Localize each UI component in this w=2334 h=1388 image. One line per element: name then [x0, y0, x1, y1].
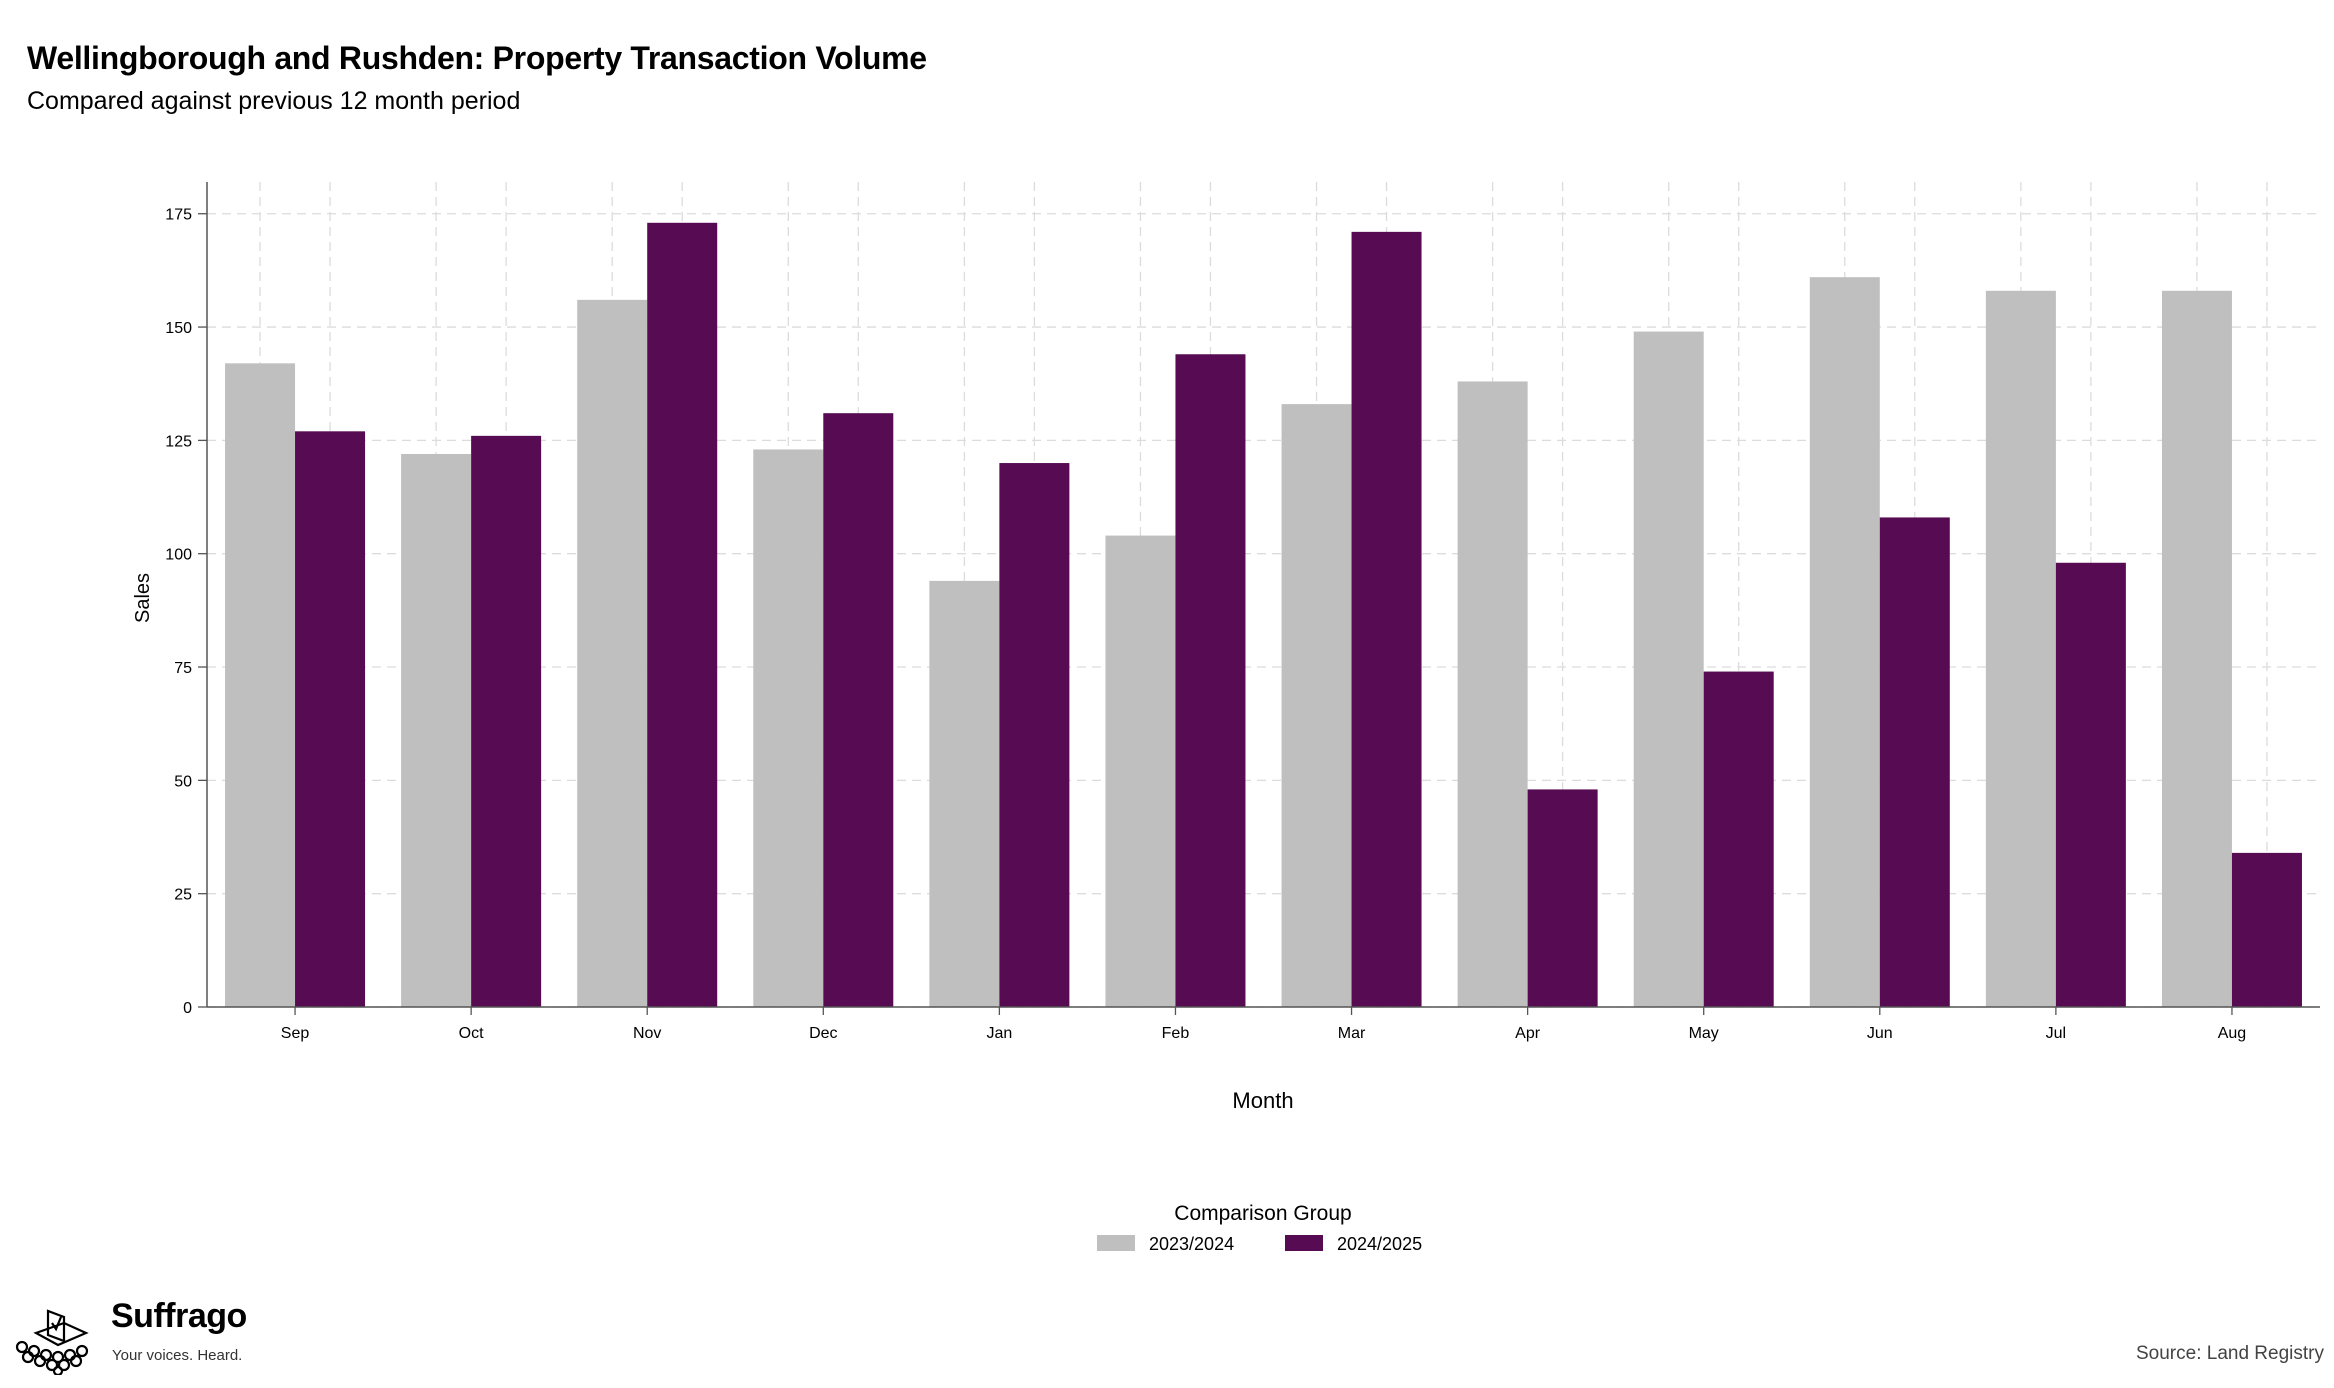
x-tick-label: Jun — [1867, 1025, 1893, 1042]
bar-2024-2025-nov — [647, 222, 718, 1008]
logo-tagline: Your voices. Heard. — [112, 1347, 243, 1364]
chart-title: Wellingborough and Rushden: Property Tra… — [27, 40, 927, 76]
bar-2023-2024-aug — [2161, 290, 2232, 1007]
x-tick-label: Sep — [281, 1025, 310, 1042]
bar-2023-2024-jul — [1985, 290, 2056, 1007]
y-tick-label: 75 — [174, 660, 192, 677]
legend: Comparison Group 2023/2024 2024/2025 — [1097, 1202, 1422, 1254]
x-tick-label: Feb — [1162, 1025, 1190, 1042]
x-tick-label: Nov — [633, 1025, 661, 1042]
bar-2024-2025-may — [1703, 671, 1774, 1007]
y-axis-label: Sales — [132, 573, 154, 623]
x-tick-label: Dec — [809, 1025, 837, 1042]
bar-2024-2025-jun — [1879, 517, 1950, 1007]
y-tick-label: 25 — [174, 887, 192, 904]
bar-2023-2024-feb — [1105, 535, 1176, 1007]
bar-2024-2025-apr — [1527, 789, 1598, 1007]
bar-chart: 0 25 50 75 100 125 150 175 Sep Oct Nov Dec Jan Feb Mar… — [132, 182, 2320, 1254]
ballot-box-icon — [15, 1309, 89, 1377]
bar-2024-2025-sep — [295, 431, 366, 1007]
x-tick-label: Mar — [1338, 1025, 1366, 1042]
bar-2023-2024-apr — [1457, 381, 1528, 1007]
x-tick-label: Oct — [459, 1025, 484, 1042]
chart-subtitle: Compared against previous 12 month perio… — [27, 87, 521, 115]
x-tick-label: Jan — [986, 1025, 1012, 1042]
bar-2023-2024-may — [1633, 331, 1704, 1008]
x-tick-label: Apr — [1515, 1025, 1541, 1042]
x-tick-label: May — [1689, 1025, 1719, 1042]
y-tick-label: 150 — [165, 320, 192, 337]
y-tick-label: 100 — [165, 547, 192, 564]
bar-2024-2025-jul — [2055, 562, 2126, 1007]
bar-2023-2024-nov — [577, 299, 648, 1007]
legend-swatch — [1097, 1235, 1135, 1251]
bar-2023-2024-jan — [929, 580, 1000, 1007]
suffrago-logo: Suffrago Your voices. Heard. — [14, 1295, 274, 1377]
y-tick-label: 175 — [165, 207, 192, 224]
legend-label: 2023/2024 — [1149, 1234, 1234, 1254]
logo-name: Suffrago — [111, 1297, 247, 1335]
legend-title: Comparison Group — [1174, 1202, 1351, 1225]
legend-label: 2024/2025 — [1337, 1234, 1422, 1254]
legend-swatch — [1285, 1235, 1323, 1251]
bar-2023-2024-dec — [753, 449, 824, 1007]
bar-2024-2025-jan — [999, 463, 1070, 1007]
bar-2024-2025-aug — [2231, 852, 2302, 1007]
y-tick-label: 0 — [183, 1000, 192, 1017]
bar-2023-2024-sep — [225, 363, 296, 1007]
x-tick-label: Aug — [2218, 1025, 2246, 1042]
bar-2024-2025-feb — [1175, 354, 1246, 1007]
bar-2024-2025-mar — [1351, 231, 1422, 1007]
bar-2023-2024-jun — [1809, 277, 1880, 1007]
bar-2023-2024-oct — [401, 453, 472, 1007]
y-tick-label: 125 — [165, 433, 192, 450]
x-tick-label: Jul — [2046, 1025, 2066, 1042]
x-axis-label: Month — [1232, 1088, 1293, 1113]
source-note: Source: Land Registry — [2136, 1343, 2324, 1364]
bar-2024-2025-oct — [471, 435, 542, 1007]
bar-2024-2025-dec — [823, 413, 894, 1008]
y-tick-label: 50 — [174, 773, 192, 790]
bar-2023-2024-mar — [1281, 404, 1352, 1008]
